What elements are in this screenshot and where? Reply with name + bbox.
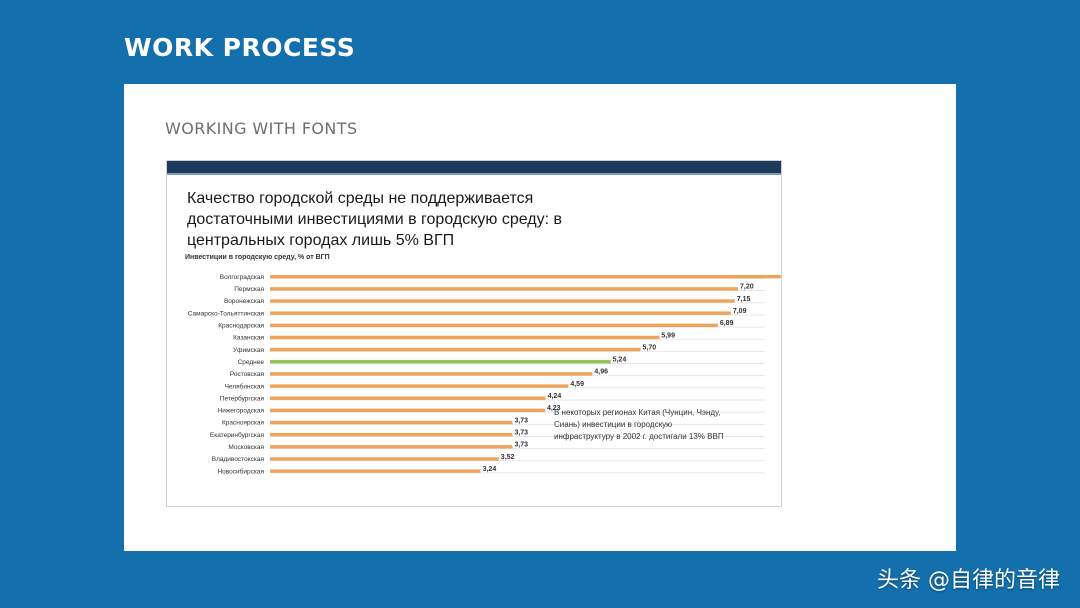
category-label: Пермская <box>234 286 264 293</box>
category-label: Владивостокская <box>212 456 265 463</box>
value-label: 7,15 <box>737 296 751 303</box>
value-label: 4,24 <box>548 393 562 400</box>
value-label: 6,89 <box>720 320 734 327</box>
category-label: Петербургская <box>220 394 265 402</box>
card-top-bar <box>167 161 781 173</box>
card-top-line <box>167 173 781 175</box>
content-panel: WORKING WITH FONTS Качество городской ср… <box>124 84 956 551</box>
bar <box>270 420 513 425</box>
category-label: Екатеринбургская <box>210 431 265 439</box>
category-label: Уфимская <box>233 347 264 354</box>
value-label: 4,59 <box>570 381 584 388</box>
bar-chart: Волгоградская7,86Пермская7,20Воронежская… <box>188 272 783 476</box>
card-heading: Качество городской среды не поддерживает… <box>187 190 562 249</box>
category-label: Нижегородская <box>218 408 265 415</box>
value-label: 3,73 <box>514 417 528 424</box>
bar <box>270 384 569 388</box>
value-label: 7,09 <box>733 308 747 315</box>
value-label: 3,73 <box>514 442 528 449</box>
category-label: Волгоградская <box>220 274 265 281</box>
value-label: 3,52 <box>501 454 515 461</box>
watermark: 头条 @自律的音律 <box>877 568 1060 593</box>
bar <box>270 372 593 376</box>
panel-subtitle: WORKING WITH FONTS <box>165 119 358 138</box>
category-label: Краснодарская <box>218 323 264 330</box>
value-label: 5,24 <box>613 357 627 364</box>
bar <box>270 299 735 303</box>
value-label: 7,20 <box>740 284 754 291</box>
value-label: 3,73 <box>514 429 528 436</box>
category-label: Воронежская <box>224 298 265 305</box>
bar <box>270 311 731 315</box>
bar <box>270 396 546 400</box>
slide-title: WORK PROCESS <box>124 33 356 62</box>
bar <box>270 335 660 340</box>
chart-card: Качество городской среды не поддерживает… <box>166 160 783 507</box>
bar <box>270 323 718 327</box>
bar <box>270 457 499 461</box>
category-label: Казанская <box>233 335 264 342</box>
value-label: 4,23 <box>547 405 561 412</box>
category-label: Ростовская <box>230 371 265 378</box>
category-label: Новосибирская <box>217 467 264 475</box>
bar <box>270 445 513 449</box>
bar-average <box>270 360 611 364</box>
bar <box>270 408 545 413</box>
value-label: 5,70 <box>643 344 657 351</box>
category-label: Самарско-Тольяттинская <box>188 310 265 317</box>
category-label: Челябинская <box>225 382 265 390</box>
value-label: 5,99 <box>661 332 675 339</box>
chart-caption: Инвестиции в городскую среду, % от ВГП <box>185 254 330 261</box>
value-label: 3,24 <box>483 466 497 473</box>
category-label: Среднее <box>238 359 265 366</box>
category-label: Красноярская <box>222 420 264 427</box>
value-label: 4,96 <box>594 369 608 376</box>
bar <box>270 275 781 279</box>
bar <box>270 347 641 352</box>
bar <box>270 432 513 437</box>
chart-note: В некоторых регионах Китая (Чунцин, Чэнд… <box>554 408 724 441</box>
category-label: Московская <box>228 444 264 451</box>
bar <box>270 287 738 291</box>
bar <box>270 469 481 473</box>
